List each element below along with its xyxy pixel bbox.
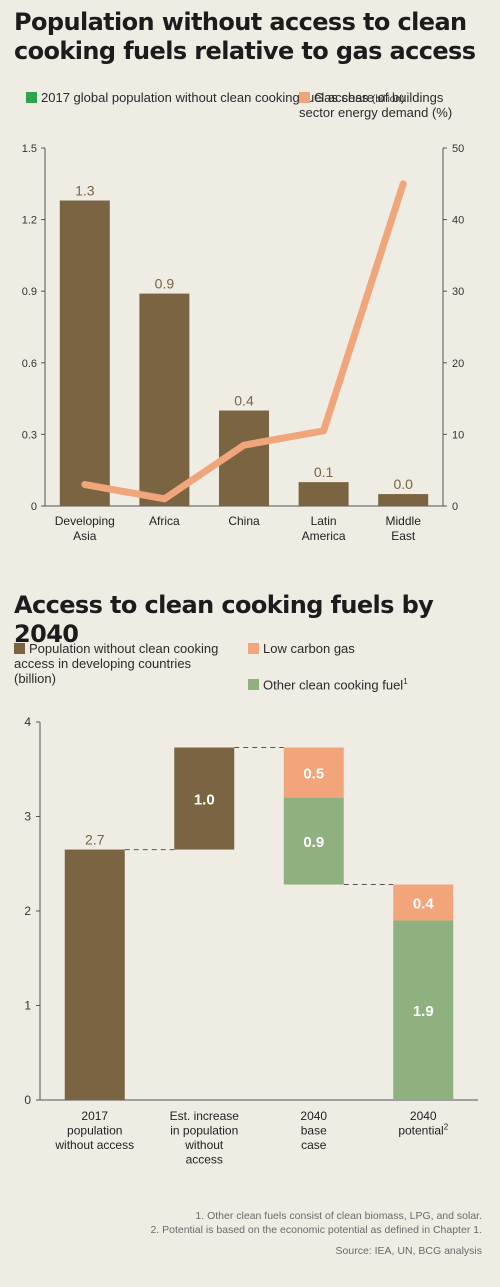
gas-share-line <box>81 180 407 503</box>
y-tick-label: 4 <box>24 715 31 729</box>
segment-value-label: 0.5 <box>303 766 324 783</box>
chart2-legend-low-carbon-gas: Low carbon gas <box>248 641 355 656</box>
y-tick-label: 1 <box>24 999 31 1013</box>
y-tick-label: 3 <box>24 810 31 824</box>
category-label: access <box>186 1153 223 1167</box>
category-label: Latin <box>311 514 337 528</box>
category-label: China <box>228 514 260 528</box>
legend-swatch-gas-share <box>299 92 310 103</box>
category-label: without <box>184 1138 224 1152</box>
bar-segment <box>393 884 454 921</box>
bar-value-label: 0.0 <box>393 476 413 492</box>
chart2-legend-population: Population without clean cooking access … <box>14 641 219 686</box>
category-label: East <box>391 529 416 543</box>
chart1-legend-population-label: 2017 global population without clean coo… <box>41 90 369 105</box>
segment-value-label: 0.4 <box>413 895 435 912</box>
chart2-legend-other-clean-fuel: Other clean cooking fuel1 <box>248 674 408 692</box>
chart1-legend-population-unit: (billion) <box>372 94 405 105</box>
right-tick-label: 10 <box>452 429 464 441</box>
bar-segment <box>283 747 344 798</box>
category-label: Est. increase <box>170 1109 240 1123</box>
category-label: 2017 <box>81 1109 108 1123</box>
category-label: population <box>67 1124 122 1138</box>
left-tick-label: 0.6 <box>22 358 37 370</box>
bar-value-label: 0.4 <box>234 393 254 409</box>
chart1-legend-population: 2017 global population without clean coo… <box>26 90 404 107</box>
bar-value-label: 0.1 <box>314 464 334 480</box>
y-tick-label: 2 <box>24 904 31 918</box>
chart2-legend-population-label: Population without clean cooking access … <box>14 641 219 686</box>
legend-swatch-other-clean-fuel <box>248 679 259 691</box>
segment-value-label: 1.0 <box>194 792 215 809</box>
left-tick-label: 0 <box>31 501 37 513</box>
legend-swatch-population-2040 <box>14 643 25 654</box>
bar-segment <box>174 747 235 850</box>
legend-swatch-population <box>26 92 37 103</box>
footnotes: 1. Other clean fuels consist of clean bi… <box>150 1209 482 1258</box>
left-tick-label: 1.5 <box>22 143 37 155</box>
bar-segment <box>393 920 454 1100</box>
right-tick-label: 40 <box>452 215 464 227</box>
chart2-plot: 012342.71.00.90.51.90.42017populationwit… <box>24 715 478 1167</box>
category-label: potential2 <box>398 1123 448 1138</box>
category-label: base <box>301 1124 327 1138</box>
segment-value-label: 2.7 <box>85 832 105 848</box>
bar <box>378 494 429 506</box>
chart2-title: Access to clean cooking fuels by 2040 <box>14 591 434 648</box>
bar <box>298 482 349 506</box>
category-label: Africa <box>149 514 180 528</box>
category-label: Middle <box>386 514 422 528</box>
bar-value-label: 0.9 <box>155 276 175 292</box>
segment-value-label: 0.9 <box>303 834 324 851</box>
footnote-1: 1. Other clean fuels consist of clean bi… <box>195 1210 482 1222</box>
category-label: 2040 <box>410 1109 437 1123</box>
category-label: Developing <box>55 514 115 528</box>
bar-segment <box>283 797 344 885</box>
right-tick-label: 20 <box>452 358 464 370</box>
category-footnote-marker: 2 <box>444 1123 449 1132</box>
legend-swatch-low-carbon-gas <box>248 643 259 654</box>
right-tick-label: 30 <box>452 286 464 298</box>
category-label: case <box>301 1138 327 1152</box>
source-note: Source: IEA, UN, BCG analysis <box>335 1245 482 1257</box>
chart1-legend-gas-share-label: Gas share of buildings sector energy dem… <box>299 90 453 120</box>
bar-value-label: 1.3 <box>75 183 95 199</box>
bar-segment <box>64 849 125 1100</box>
right-tick-label: 50 <box>452 143 464 155</box>
category-label: without access <box>54 1138 134 1152</box>
category-label: in population <box>170 1124 238 1138</box>
left-tick-label: 1.2 <box>22 215 37 227</box>
bar <box>59 200 110 507</box>
y-tick-label: 0 <box>24 1093 31 1107</box>
footnote-2: 2. Potential is based on the economic po… <box>150 1224 482 1236</box>
chart1-title: Population without access to clean cooki… <box>14 8 476 65</box>
left-tick-label: 0.9 <box>22 286 37 298</box>
category-label: America <box>302 529 346 543</box>
chart1-plot: 0 0.3 0.6 0.9 1.2 1.5 0 10 20 30 40 50 1.3 0.9 0.4 0.1 0… <box>22 143 465 543</box>
right-tick-label: 0 <box>452 501 458 513</box>
category-label: 2040 <box>300 1109 327 1123</box>
bar <box>139 293 190 506</box>
chart1-legend-gas-share: Gas share of buildings sector energy dem… <box>299 90 480 120</box>
chart2-legend-low-carbon-gas-label: Low carbon gas <box>263 641 355 656</box>
chart2-legend-other-clean-fuel-label: Other clean cooking fuel <box>263 677 404 693</box>
chart2-legend-footnote-marker: 1 <box>403 677 408 686</box>
category-label: Asia <box>73 529 97 543</box>
segment-value-label: 1.9 <box>413 1003 434 1020</box>
left-tick-label: 0.3 <box>22 429 37 441</box>
